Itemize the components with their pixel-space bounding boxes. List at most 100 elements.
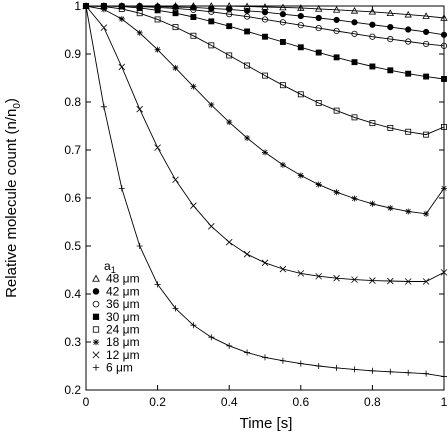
data-point (423, 73, 430, 80)
data-point (405, 70, 412, 77)
data-point (226, 23, 233, 30)
data-point (172, 24, 179, 31)
y-tick-label: 0.8 (64, 95, 81, 109)
data-point (423, 370, 430, 377)
data-point (244, 349, 251, 356)
data-point (369, 21, 376, 28)
data-point (387, 67, 394, 74)
data-point (405, 208, 412, 215)
data-point (369, 33, 376, 40)
data-point (315, 49, 322, 56)
legend-marker (92, 274, 100, 282)
x-tick-label: 0.8 (364, 395, 381, 409)
data-point (333, 274, 340, 282)
legend-item: 18 μm (92, 335, 140, 349)
data-point (118, 63, 126, 71)
legend-marker (92, 288, 100, 295)
data-point (404, 10, 412, 18)
data-point (405, 369, 412, 376)
legend-label: 18 μm (106, 335, 140, 349)
y-tick-label: 0.5 (64, 239, 81, 253)
legend-item: 36 μm (92, 297, 140, 311)
y-tick-label: 0.9 (64, 47, 81, 61)
data-point (226, 52, 233, 59)
legend-label: 6 μm (106, 361, 133, 375)
data-point (262, 33, 268, 40)
data-point (208, 334, 215, 341)
x-axis-title: Time [s] (240, 415, 293, 432)
series-5 (83, 3, 447, 138)
data-point (387, 124, 394, 131)
data-point (226, 119, 233, 126)
y-axis-title-tail: ) (3, 98, 20, 103)
fit-line (85, 5, 445, 282)
data-point (387, 368, 394, 375)
data-point (351, 114, 358, 121)
data-point (261, 16, 269, 23)
data-point (279, 161, 286, 168)
data-point (297, 270, 305, 277)
series-7 (82, 2, 448, 285)
axes: 0 0.2 0.4 0.6 0.8 10.20.30.40.50.60.70.80.91 (64, 0, 447, 409)
data-point (297, 22, 304, 29)
data-point (244, 13, 251, 20)
data-point (208, 8, 215, 15)
data-point (225, 238, 233, 246)
data-point (262, 354, 268, 361)
data-point (244, 7, 251, 14)
legend-marker (92, 300, 100, 308)
x-tick-label: 0 (83, 395, 90, 409)
data-point (369, 367, 376, 374)
data-point (118, 15, 125, 22)
fit-line (85, 5, 445, 136)
data-point (172, 64, 179, 71)
data-point (226, 11, 233, 18)
data-point (423, 131, 430, 138)
legend-label: 48 μm (106, 272, 140, 286)
fit-line (85, 5, 445, 378)
data-point (332, 6, 341, 13)
data-point (136, 10, 143, 17)
y-tick-label: 0.7 (64, 143, 81, 157)
data-point (351, 195, 358, 202)
plot-frame (85, 5, 445, 391)
legend-marker (92, 339, 100, 346)
legend-title: a1 (104, 259, 116, 275)
data-point (350, 6, 359, 14)
data-point (297, 12, 304, 20)
fit-line (86, 5, 445, 47)
legend-item: 48 μm (92, 272, 140, 286)
legend-item: 42 μm (92, 284, 140, 298)
legend-item: 30 μm (92, 310, 140, 324)
data-point (315, 181, 322, 188)
data-point (386, 9, 394, 17)
data-point (136, 105, 143, 113)
legend-marker (92, 326, 100, 333)
y-tick-label: 0.2 (64, 383, 81, 397)
data-point (190, 6, 197, 13)
data-point (369, 63, 376, 70)
legend-item: 6 μm (92, 361, 133, 375)
data-point (297, 91, 304, 98)
data-point (244, 135, 251, 141)
data-point (351, 59, 358, 66)
data-point (100, 24, 108, 31)
data-point (422, 12, 430, 19)
legend-label: 42 μm (106, 284, 140, 298)
data-point (208, 101, 215, 108)
legend-marker (92, 313, 100, 320)
y-axis-title-sub: 0 (12, 103, 23, 109)
data-point (190, 83, 197, 90)
data-point (100, 6, 107, 13)
y-tick-label: 1 (74, 0, 81, 13)
data-point (172, 10, 179, 17)
data-point (387, 277, 394, 285)
legend-item: 12 μm (92, 348, 140, 362)
legend-label: 12 μm (106, 348, 140, 362)
data-point (190, 32, 197, 39)
data-point (387, 36, 394, 43)
data-point (136, 243, 143, 249)
legend-item: 24 μm (92, 323, 140, 337)
